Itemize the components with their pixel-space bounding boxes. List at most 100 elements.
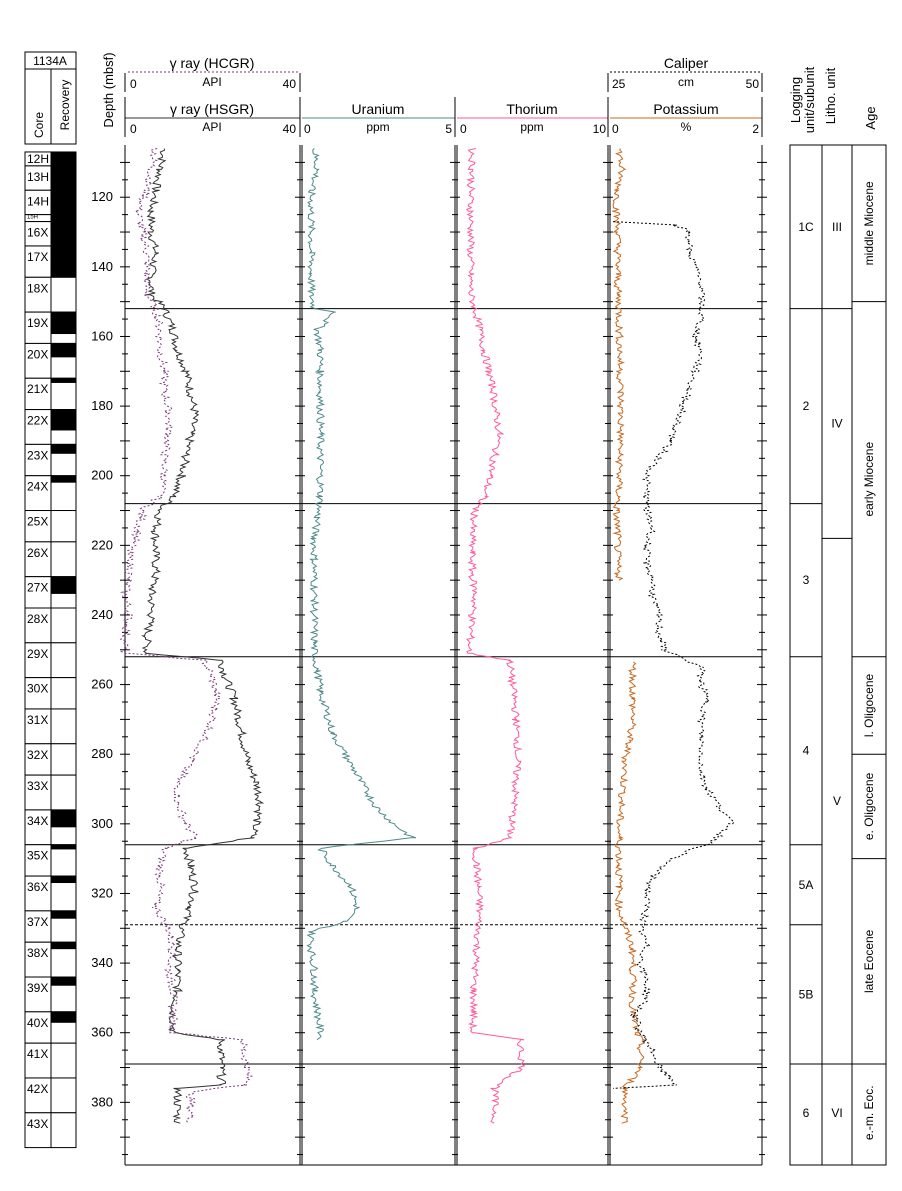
recovery-cell <box>50 510 77 543</box>
core-cell <box>24 1112 52 1149</box>
core-label: 38X <box>27 946 48 960</box>
core-label: 25X <box>27 515 48 529</box>
depth-tick-label: 360 <box>91 1025 113 1040</box>
core-column-header: 1134A Core Recovery <box>24 51 77 145</box>
logging-unit-label: 6 <box>803 1106 810 1120</box>
core-label: 42X <box>27 1082 48 1096</box>
log-curves <box>119 148 735 1124</box>
recovery-bar <box>51 942 76 950</box>
uranium-curve <box>306 148 417 1041</box>
logging-unit-header-1: Logging <box>788 77 803 123</box>
age-label: middle Miocene <box>862 181 876 265</box>
depth-tick-label: 260 <box>91 677 113 692</box>
depth-tick-label: 200 <box>91 468 113 483</box>
thorium-curve <box>465 148 526 1124</box>
hsgr-max: 40 <box>283 122 297 136</box>
depth-tick-label: 340 <box>91 955 113 970</box>
hcgr-title: γ ray (HCGR) <box>170 55 255 71</box>
thorium-max: 10 <box>593 122 607 136</box>
hcgr-unit: API <box>202 75 221 89</box>
depth-tick-label: 220 <box>91 537 113 552</box>
recovery-bar <box>51 444 76 454</box>
thorium-unit: ppm <box>520 120 543 134</box>
litho-unit-label: VI <box>831 1106 842 1120</box>
recovery-bar <box>51 343 76 358</box>
age-label: early Miocene <box>862 442 876 517</box>
core-label: 39X <box>27 981 48 995</box>
potassium-max: 2 <box>752 122 759 136</box>
hcgr-max: 40 <box>283 77 297 91</box>
logging-unit-label: 3 <box>803 573 810 587</box>
depth-tick-label: 380 <box>91 1094 113 1109</box>
core-label: 16X <box>27 226 48 240</box>
core-label: 41X <box>27 1047 48 1061</box>
caliper-title: Caliper <box>664 55 709 71</box>
recovery-cell <box>50 774 77 811</box>
recovery-bar <box>51 312 76 335</box>
uranium-unit: ppm <box>366 120 389 134</box>
logging-unit-column-frame <box>789 144 823 1166</box>
depth-tick-label: 160 <box>91 328 113 343</box>
recovery-bar <box>51 378 76 383</box>
age-column-frame <box>851 144 887 1166</box>
site-label: 1134A <box>33 54 67 68</box>
core-cell <box>24 976 52 1013</box>
recovery-cell <box>50 541 77 578</box>
recovery-bar <box>51 475 76 483</box>
core-label: 22X <box>27 414 48 428</box>
potassium-unit: % <box>681 120 692 134</box>
core-label: 33X <box>27 779 48 793</box>
recovery-cell <box>50 743 77 776</box>
caliper-max: 50 <box>746 77 760 91</box>
core-label: 31X <box>27 713 48 727</box>
core-label: 19X <box>27 316 48 330</box>
core-cell <box>24 607 52 644</box>
core-label: 24X <box>27 480 48 494</box>
track-headers: γ ray (HCGR) 0 API 40 γ ray (HSGR) 0 API… <box>124 55 878 137</box>
logging-unit-header-2: unit/subunit <box>802 66 817 133</box>
core-label: 36X <box>27 880 48 894</box>
core-cell <box>24 409 52 445</box>
core-label: 20X <box>27 347 48 361</box>
caliper-curve <box>612 221 735 1089</box>
recovery-bar <box>51 977 76 986</box>
age-label: l. Oligocene <box>862 673 876 737</box>
core-label: 15H <box>27 215 38 221</box>
recovery-header-label: Recovery <box>58 80 72 131</box>
recovery-cell <box>50 607 77 644</box>
depth-tick-label: 180 <box>91 398 113 413</box>
recovery-bar <box>51 165 76 191</box>
core-label: 14H <box>27 194 49 208</box>
recovery-cell <box>50 708 77 745</box>
core-header-label: Core <box>32 112 46 138</box>
core-label: 27X <box>27 581 48 595</box>
depth-axis: 120 140 160 180 200 220 240 260 280 300 320 340 360 3… <box>91 161 767 1156</box>
recovery-bar <box>51 910 76 919</box>
core-label: 43X <box>27 1117 48 1131</box>
age-label: e. Oligocene <box>862 772 876 840</box>
ray-hsgr-curve <box>141 148 265 1124</box>
uranium-max: 5 <box>445 122 452 136</box>
core-label: 40X <box>27 1016 48 1030</box>
recovery-cell <box>50 1042 77 1079</box>
core-label: 26X <box>27 546 48 560</box>
recovery-bar <box>51 1011 76 1023</box>
core-label: 30X <box>27 682 48 696</box>
core-column: 12H 13H 14H 15H 16X 17X 18X 19X 20X 21X 22X 23X 24X 2… <box>24 151 77 1149</box>
uranium-title: Uranium <box>352 101 405 117</box>
core-label: 12H <box>27 152 49 166</box>
litho-unit-label: V <box>833 794 841 808</box>
recovery-cell <box>50 1112 77 1149</box>
recovery-bar <box>51 245 76 278</box>
depth-tick-label: 320 <box>91 885 113 900</box>
logging-unit-label: 4 <box>803 744 810 758</box>
thorium-min: 0 <box>460 122 467 136</box>
core-label: 29X <box>27 647 48 661</box>
core-label: 21X <box>27 382 48 396</box>
recovery-cell <box>50 677 77 710</box>
logging-unit-label: 2 <box>803 399 810 413</box>
recovery-bar <box>51 214 76 222</box>
recovery-bar <box>51 876 76 884</box>
litho-unit-header: Litho. unit <box>823 67 838 124</box>
caliper-unit: cm <box>678 75 694 89</box>
